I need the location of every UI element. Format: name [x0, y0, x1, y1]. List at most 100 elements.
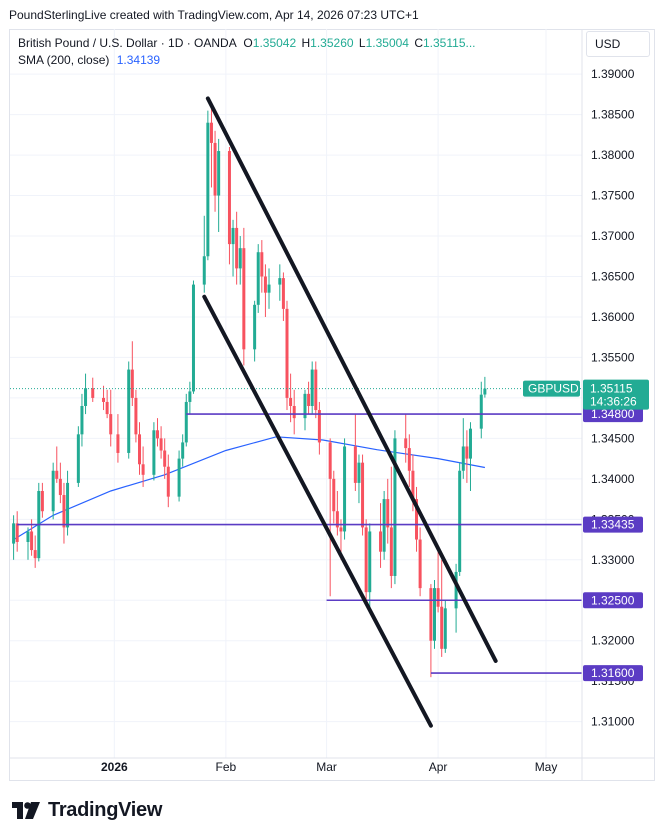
- candle-body: [386, 499, 390, 528]
- candle-body: [289, 397, 293, 406]
- candle: [292, 389, 296, 435]
- candle: [465, 430, 469, 483]
- candle-body: [382, 499, 386, 552]
- candle: [443, 600, 447, 653]
- tradingview-logo-icon: [12, 801, 40, 819]
- candle: [105, 389, 109, 419]
- candle: [152, 422, 156, 481]
- trend-lines: [202, 96, 498, 728]
- candle: [40, 482, 44, 518]
- price-chart[interactable]: 1.39000 1.38500 1.38000 1.37500 1.37000 1.365…: [0, 0, 664, 790]
- candle-body: [51, 470, 55, 512]
- price-tick-label: 1.36000: [591, 310, 635, 324]
- candle: [213, 130, 217, 212]
- candle-body: [433, 588, 437, 641]
- candle: [206, 110, 210, 261]
- candle-body: [278, 278, 282, 285]
- candle-body: [188, 391, 192, 402]
- candle-body: [163, 450, 167, 467]
- candle: [181, 434, 185, 467]
- candle-body: [227, 151, 231, 245]
- candle: [386, 478, 390, 544]
- candle: [364, 519, 368, 605]
- open-label: O: [243, 36, 253, 50]
- candle: [184, 393, 188, 447]
- low-label: L: [358, 36, 366, 50]
- low-value: 1.35004: [365, 36, 409, 50]
- candle-body: [440, 606, 444, 649]
- candle-body: [310, 369, 314, 406]
- candle-body: [361, 462, 365, 528]
- candle: [368, 523, 372, 613]
- candle-body: [213, 142, 217, 196]
- candle: [33, 535, 37, 568]
- candle: [332, 470, 336, 524]
- candle-body: [281, 278, 285, 309]
- candle-body: [55, 470, 59, 479]
- candle-body: [483, 388, 487, 395]
- candle-body: [102, 397, 106, 402]
- price-tick-label: 1.32000: [591, 634, 635, 648]
- chart-header-caption: PoundSterlingLive created with TradingVi…: [9, 8, 419, 22]
- candle: [468, 422, 472, 491]
- candle: [26, 527, 30, 560]
- footer-brand: TradingView: [12, 797, 162, 823]
- sma-layer: [13, 436, 486, 541]
- sma-value: 1.34139: [116, 53, 161, 67]
- open-value: 1.35042: [252, 36, 297, 50]
- candle-body: [184, 401, 188, 443]
- close-value: 1.35115...: [423, 36, 476, 50]
- channel-trend-line[interactable]: [205, 96, 498, 663]
- candle-body: [80, 406, 84, 435]
- candle-body: [353, 446, 357, 483]
- candle-body: [479, 394, 483, 429]
- candle: [361, 454, 365, 536]
- candle: [267, 268, 271, 309]
- candle: [242, 227, 246, 366]
- candle-body: [202, 256, 206, 285]
- price-tick-label: 1.34500: [591, 431, 635, 445]
- candle-body: [181, 442, 185, 459]
- price-axis[interactable]: 1.39000 1.38500 1.38000 1.37500 1.37000 1.365…: [581, 29, 635, 781]
- candle-body: [76, 434, 80, 483]
- candle-body: [443, 608, 447, 649]
- candle-body: [292, 406, 296, 419]
- candle: [102, 385, 106, 411]
- candle-body: [260, 252, 264, 277]
- candle-body: [58, 478, 62, 496]
- price-tick-label: 1.39000: [591, 67, 635, 81]
- candle: [307, 381, 311, 415]
- candle-body: [436, 588, 440, 607]
- candle: [30, 519, 34, 556]
- candle: [238, 236, 242, 285]
- candle-body: [303, 393, 307, 419]
- price-tick-label: 1.37500: [591, 189, 635, 203]
- candle: [415, 486, 419, 552]
- candle: [393, 430, 397, 585]
- level-price-text: 1.31600: [591, 666, 635, 680]
- currency-button[interactable]: USD: [586, 31, 650, 57]
- symbol-legend[interactable]: British Pound / U.S. Dollar · 1D · OANDA…: [18, 36, 476, 50]
- candle: [138, 422, 142, 475]
- candle-body: [411, 470, 415, 500]
- candle: [15, 511, 19, 552]
- candle: [188, 381, 192, 415]
- candle: [458, 462, 462, 576]
- time-tick-label: Mar: [316, 760, 337, 774]
- candle-body: [314, 369, 318, 411]
- candle-body: [127, 369, 131, 453]
- high-label: H: [301, 36, 311, 50]
- candle-body: [368, 531, 372, 593]
- candle-body: [307, 393, 311, 406]
- channel-trend-line[interactable]: [202, 294, 433, 728]
- candle: [404, 414, 408, 463]
- candle-body: [33, 550, 37, 559]
- candle: [177, 450, 181, 502]
- time-axis[interactable]: 2026 Feb Mar Apr May: [9, 757, 655, 774]
- candle: [389, 466, 393, 589]
- candle-body: [404, 438, 408, 449]
- candle: [314, 361, 318, 419]
- sma-legend[interactable]: SMA (200, close) 1.34139: [18, 53, 160, 67]
- candle-body: [12, 523, 16, 544]
- time-tick-label: May: [535, 760, 558, 774]
